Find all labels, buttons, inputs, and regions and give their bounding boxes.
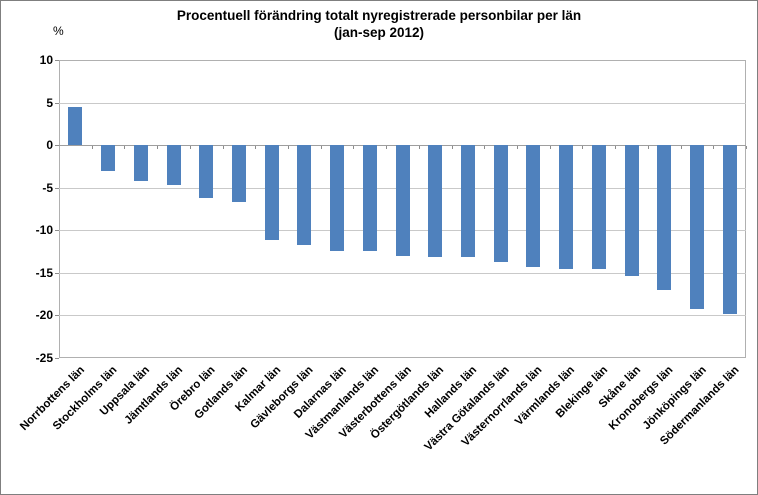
category-tick-mark bbox=[484, 146, 486, 150]
y-tick-mark bbox=[55, 60, 59, 61]
y-axis-unit-label: % bbox=[53, 24, 64, 38]
category-tick-mark bbox=[124, 146, 126, 150]
y-tick-label: 5 bbox=[46, 95, 53, 110]
x-category-label: Jämtlands län bbox=[122, 364, 185, 427]
category-tick-mark bbox=[189, 146, 191, 150]
y-tick-mark bbox=[55, 315, 59, 317]
y-tick-label: -10 bbox=[35, 223, 53, 238]
bar bbox=[722, 145, 737, 315]
bar bbox=[624, 145, 639, 277]
category-tick-mark bbox=[418, 146, 420, 150]
bar bbox=[166, 145, 181, 186]
bar bbox=[526, 145, 541, 267]
y-tick-label: -15 bbox=[35, 265, 53, 280]
bar bbox=[657, 145, 672, 290]
category-tick-mark bbox=[517, 146, 518, 150]
bar bbox=[689, 145, 704, 309]
category-tick-mark bbox=[582, 146, 584, 150]
y-tick-label: -5 bbox=[42, 180, 53, 195]
y-tick-mark bbox=[55, 358, 59, 359]
category-tick-mark bbox=[615, 146, 617, 150]
y-tick-label: 0 bbox=[46, 138, 53, 153]
chart-subtitle: (jan-sep 2012) bbox=[333, 25, 425, 40]
bar bbox=[460, 145, 475, 258]
category-tick-mark bbox=[320, 146, 322, 150]
bar bbox=[330, 145, 345, 251]
category-tick-mark bbox=[549, 146, 551, 150]
bar bbox=[362, 145, 377, 252]
chart-title: Procentuell förändring totalt nyregistre… bbox=[176, 8, 582, 23]
category-tick-mark bbox=[451, 146, 453, 150]
category-tick-mark bbox=[353, 146, 355, 150]
bar bbox=[428, 145, 443, 257]
gridline bbox=[59, 102, 746, 104]
category-tick-mark bbox=[647, 146, 649, 150]
category-tick-mark bbox=[680, 146, 682, 150]
bar bbox=[297, 145, 312, 245]
category-tick-mark bbox=[91, 146, 93, 150]
category-tick-mark bbox=[386, 146, 388, 150]
category-tick-mark bbox=[157, 146, 159, 150]
bar bbox=[395, 145, 410, 256]
y-tick-mark bbox=[55, 230, 59, 232]
category-tick-mark bbox=[713, 146, 715, 150]
chart-title-block: Procentuell förändring totalt nyregistre… bbox=[1, 7, 757, 41]
category-tick-mark bbox=[255, 146, 257, 150]
category-tick-mark bbox=[746, 146, 747, 150]
y-tick-label: -25 bbox=[35, 351, 53, 365]
y-tick-mark bbox=[55, 272, 59, 274]
bar bbox=[133, 145, 148, 181]
bar bbox=[559, 145, 574, 269]
y-tick-mark bbox=[55, 145, 59, 147]
bar bbox=[199, 145, 214, 198]
gridline bbox=[59, 315, 746, 317]
bar bbox=[493, 145, 508, 262]
bar bbox=[264, 145, 279, 241]
category-tick-mark bbox=[288, 146, 289, 150]
y-tick-mark bbox=[55, 102, 59, 104]
bar bbox=[68, 106, 83, 146]
bar bbox=[101, 145, 116, 171]
bar bbox=[591, 145, 606, 270]
gridline bbox=[59, 272, 746, 274]
y-tick-mark bbox=[55, 187, 59, 189]
category-tick-mark bbox=[222, 146, 224, 150]
y-tick-label: -20 bbox=[35, 308, 53, 323]
bar bbox=[231, 145, 246, 203]
y-tick-label: 10 bbox=[39, 53, 53, 67]
